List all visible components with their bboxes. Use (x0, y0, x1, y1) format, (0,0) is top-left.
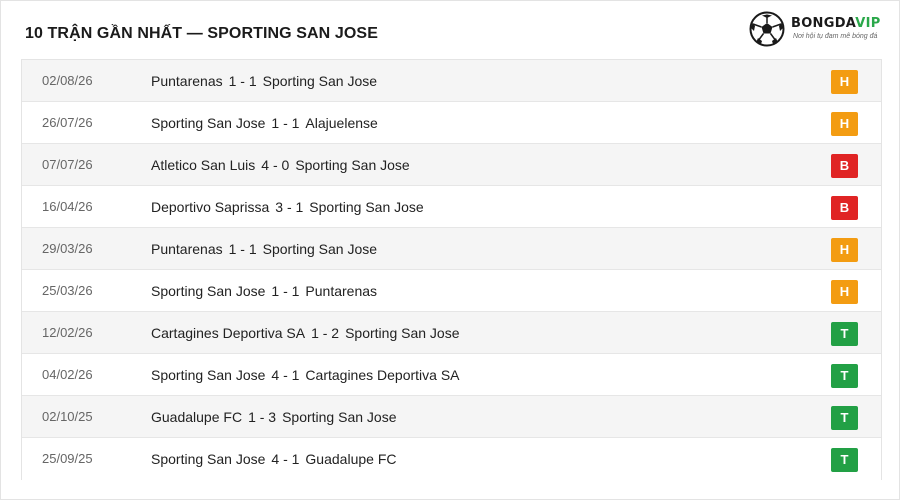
match-score: 4 - 1 (271, 451, 300, 467)
match-score: 1 - 3 (248, 409, 277, 425)
result-badge: T (831, 406, 858, 430)
match-row[interactable]: 16/04/26 Deportivo Saprissa 3 - 1 Sporting … (22, 186, 881, 228)
match-date: 26/07/26 (42, 115, 93, 130)
page-title: 10 TRẬN GẦN NHẤT — SPORTING SAN JOSE (25, 25, 378, 42)
match-score: 1 - 1 (228, 241, 257, 257)
match-list: 02/08/26 Puntarenas 1 - 1 Sporting San Jose… (21, 59, 882, 480)
match-date: 07/07/26 (42, 157, 93, 172)
match-score: 4 - 0 (261, 157, 290, 173)
match-date: 04/02/26 (42, 367, 93, 382)
match-row[interactable]: 02/10/25 Guadalupe FC 1 - 3 Sporting San Jo… (22, 396, 881, 438)
match-teams: Cartagines Deportiva SA 1 - 2 Sporting San… (151, 312, 460, 354)
match-row[interactable]: 07/07/26 Atletico San Luis 4 - 0 Sporting S… (22, 144, 881, 186)
home-team: Cartagines Deportiva SA (151, 325, 306, 341)
match-teams: Atletico San Luis 4 - 0 Sporting San Jose (151, 144, 410, 186)
match-teams: Puntarenas 1 - 1 Sporting San Jose (151, 60, 377, 102)
match-teams: Sporting San Jose 1 - 1 Puntarenas (151, 270, 377, 312)
result-badge: H (831, 112, 858, 136)
bongdavip-logo[interactable]: BONGDAVIP Nơi hội tụ đam mê bóng đá (747, 9, 893, 49)
away-team: Sporting San Jose (295, 157, 410, 173)
home-team: Sporting San Jose (151, 367, 266, 383)
match-date: 16/04/26 (42, 199, 93, 214)
logo-brand-vip: VIP (855, 16, 881, 31)
match-date: 02/10/25 (42, 409, 93, 424)
match-teams: Sporting San Jose 1 - 1 Alajuelense (151, 102, 378, 144)
result-badge: B (831, 154, 858, 178)
match-date: 25/09/25 (42, 451, 93, 466)
home-team: Puntarenas (151, 73, 223, 89)
logo-brand: BONGDAVIP (791, 16, 881, 31)
match-score: 3 - 1 (275, 199, 304, 215)
match-score: 1 - 1 (271, 115, 300, 131)
match-row[interactable]: 04/02/26 Sporting San Jose 4 - 1 Cartagines… (22, 354, 881, 396)
home-team: Sporting San Jose (151, 283, 266, 299)
home-team: Sporting San Jose (151, 451, 266, 467)
away-team: Puntarenas (305, 283, 378, 299)
match-score: 4 - 1 (271, 367, 300, 383)
match-row[interactable]: 02/08/26 Puntarenas 1 - 1 Sporting San Jose… (22, 60, 881, 102)
match-row[interactable]: 25/09/25 Sporting San Jose 4 - 1 Guadalupe … (22, 438, 881, 480)
match-score: 1 - 2 (311, 325, 340, 341)
match-teams: Deportivo Saprissa 3 - 1 Sporting San Jose (151, 186, 424, 228)
match-date: 29/03/26 (42, 241, 93, 256)
match-date: 02/08/26 (42, 73, 93, 88)
match-score: 1 - 1 (271, 283, 300, 299)
match-date: 25/03/26 (42, 283, 93, 298)
match-row[interactable]: 29/03/26 Puntarenas 1 - 1 Sporting San Jose… (22, 228, 881, 270)
match-score: 1 - 1 (228, 73, 257, 89)
match-row[interactable]: 26/07/26 Sporting San Jose 1 - 1 Alajuelens… (22, 102, 881, 144)
home-team: Guadalupe FC (151, 409, 243, 425)
match-date: 12/02/26 (42, 325, 93, 340)
logo-slogan: Nơi hội tụ đam mê bóng đá (793, 33, 878, 40)
result-badge: T (831, 364, 858, 388)
match-teams: Sporting San Jose 4 - 1 Cartagines Deporti… (151, 354, 460, 396)
away-team: Sporting San Jose (282, 409, 397, 425)
logo-brand-main: BONGDA (791, 16, 856, 31)
away-team: Cartagines Deportiva SA (305, 367, 460, 383)
home-team: Atletico San Luis (151, 157, 256, 173)
result-badge: T (831, 448, 858, 472)
match-teams: Guadalupe FC 1 - 3 Sporting San Jose (151, 396, 396, 438)
away-team: Sporting San Jose (262, 73, 378, 89)
away-team: Alajuelense (305, 115, 378, 131)
away-team: Sporting San Jose (262, 241, 378, 257)
match-row[interactable]: 12/02/26 Cartagines Deportiva SA 1 - 2 Spor… (22, 312, 881, 354)
match-teams: Puntarenas 1 - 1 Sporting San Jose (151, 228, 377, 270)
home-team: Deportivo Saprissa (151, 199, 270, 215)
away-team: Sporting San Jose (309, 199, 424, 215)
match-teams: Sporting San Jose 4 - 1 Guadalupe FC (151, 438, 396, 480)
result-badge: H (831, 280, 858, 304)
result-badge: T (831, 322, 858, 346)
home-team: Sporting San Jose (151, 115, 266, 131)
soccer-ball-icon (749, 11, 785, 47)
away-team: Guadalupe FC (305, 451, 397, 467)
home-team: Puntarenas (151, 241, 223, 257)
result-badge: B (831, 196, 858, 220)
result-badge: H (831, 70, 858, 94)
result-badge: H (831, 238, 858, 262)
match-row[interactable]: 25/03/26 Sporting San Jose 1 - 1 Puntarenas… (22, 270, 881, 312)
away-team: Sporting San Jose (345, 325, 460, 341)
